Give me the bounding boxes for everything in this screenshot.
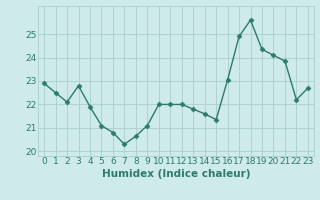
X-axis label: Humidex (Indice chaleur): Humidex (Indice chaleur) — [102, 169, 250, 179]
